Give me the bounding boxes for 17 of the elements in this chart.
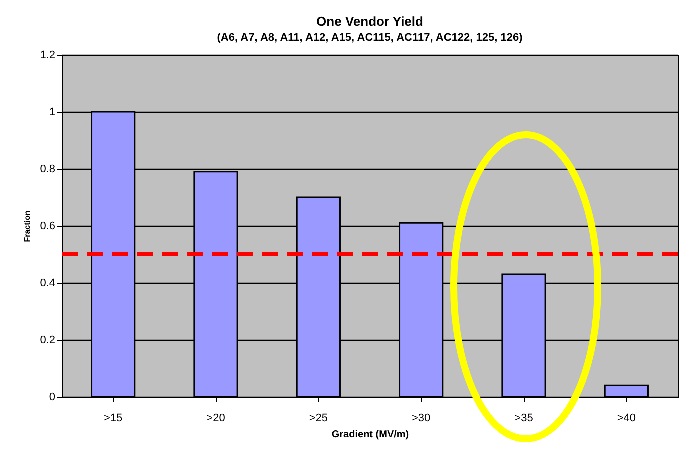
- x-tick-label: >35: [514, 412, 534, 424]
- y-tick-label: 1.2: [40, 50, 56, 62]
- chart-subtitle: (A6, A7, A8, A11, A12, A15, AC115, AC117, AC122, 125, 126): [217, 32, 524, 44]
- y-tick-label: 0.4: [40, 278, 56, 290]
- x-tick-label: >40: [617, 412, 636, 424]
- y-tick-label: 0.8: [40, 164, 56, 176]
- y-tick-label: 0: [49, 392, 56, 404]
- x-axis-title: Gradient (MV/m): [332, 430, 410, 440]
- y-tick-label: 0.6: [40, 220, 56, 232]
- x-tick-label: >25: [309, 412, 328, 424]
- x-tick-label: >15: [104, 412, 123, 424]
- x-tick-label: >20: [206, 412, 226, 424]
- chart-title: One Vendor Yield: [316, 14, 424, 29]
- y-axis-title: Fraction: [23, 210, 32, 242]
- y-tick-label: 0.2: [40, 334, 56, 346]
- x-tick-label: >30: [412, 412, 431, 424]
- y-tick-label: 1: [49, 106, 56, 118]
